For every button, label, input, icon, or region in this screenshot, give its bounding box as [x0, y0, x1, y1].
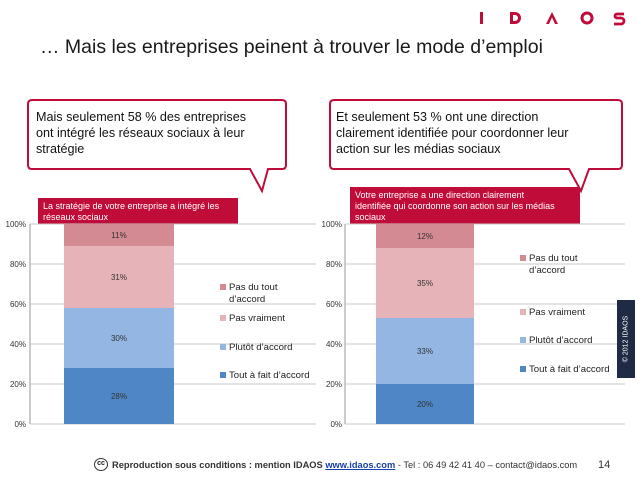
data-label: 12%	[417, 232, 433, 241]
data-label: 31%	[111, 273, 127, 282]
legend-label: Pas du tout	[229, 282, 278, 293]
logo-letter-a	[546, 12, 558, 24]
legend-label: d’accord	[229, 294, 265, 305]
legend-label: Plutôt d’accord	[529, 335, 592, 346]
data-label: 28%	[111, 392, 127, 401]
page-title: … Mais les entreprises peinent à trouver…	[40, 36, 543, 58]
y-tick-label: 0%	[14, 420, 26, 429]
page-number: 14	[598, 459, 611, 471]
logo-letter-d	[510, 12, 521, 24]
bubble-left-line: ont intégré les réseaux sociaux à leur	[36, 126, 245, 140]
idaos-logo	[480, 11, 626, 26]
question-right-line: identifiée qui coordonne son action sur …	[355, 201, 555, 211]
bubble-left-line: Mais seulement 58 % des entreprises	[36, 110, 246, 124]
speech-bubble-right	[329, 99, 623, 194]
question-left-line: réseaux sociaux	[43, 212, 109, 222]
side-copyright-badge: © 2012 IDAOS	[617, 300, 635, 378]
data-label: 11%	[111, 231, 126, 240]
legend-label: d’accord	[529, 265, 565, 276]
data-label: 20%	[417, 400, 433, 409]
bar-segment	[376, 384, 474, 424]
y-tick-label: 100%	[322, 220, 342, 229]
legend-swatch	[520, 337, 526, 343]
side-copyright-text: © 2012 IDAOS	[622, 315, 630, 363]
question-label-left: La stratégie de votre entreprise a intég…	[38, 198, 238, 224]
legend-label: Tout à fait d’accord	[229, 370, 310, 381]
legend-label: Plutôt d’accord	[229, 342, 292, 353]
legend-swatch	[520, 255, 526, 261]
data-label: 30%	[111, 334, 127, 343]
y-tick-label: 60%	[10, 300, 26, 309]
bar-segment	[64, 368, 174, 424]
bar-segment	[376, 248, 474, 318]
y-tick-label: 40%	[10, 340, 26, 349]
question-left-line: La stratégie de votre entreprise a intég…	[43, 201, 220, 211]
footer-website-link[interactable]: www.idaos.com	[325, 460, 396, 470]
y-tick-label: 100%	[6, 220, 26, 229]
logo-letter-o	[580, 11, 594, 25]
legend-label: Pas vraiment	[529, 307, 585, 318]
bubble-right-line: action sur les médias sociaux	[336, 142, 501, 156]
y-tick-label: 80%	[326, 260, 342, 269]
legend-swatch	[220, 372, 226, 378]
footer-text: Reproduction sous conditions : mention I…	[112, 460, 577, 470]
bar-segment	[376, 224, 474, 248]
y-tick-label: 80%	[10, 260, 26, 269]
question-right-line: Votre entreprise a une direction clairem…	[355, 190, 525, 200]
legend-swatch	[220, 284, 226, 290]
bubble-left-line: stratégie	[36, 142, 85, 156]
legend-swatch	[520, 366, 526, 372]
creative-commons-icon: cc	[94, 458, 108, 471]
y-tick-label: 40%	[326, 340, 342, 349]
bar-segment	[64, 308, 174, 368]
y-tick-label: 20%	[326, 380, 342, 389]
y-tick-label: 60%	[326, 300, 342, 309]
legend-label: Pas vraiment	[229, 313, 285, 324]
bubble-right-line: clairement identifiée pour coordonner le…	[336, 126, 569, 140]
bubble-right-line: Et seulement 53 % ont une direction	[336, 110, 539, 124]
footer-contact: - Tel : 06 49 42 41 40 – contact@idaos.c…	[395, 460, 578, 470]
data-label: 33%	[417, 347, 433, 356]
data-label: 35%	[417, 279, 433, 288]
question-right-line: sociaux	[355, 212, 386, 222]
speech-bubble-left	[27, 99, 287, 194]
legend-label: Tout à fait d’accord	[529, 364, 610, 375]
legend-label: Pas du tout	[529, 253, 578, 264]
bubbles-layer	[27, 99, 623, 194]
logo-letter-i	[480, 12, 483, 24]
question-label-right: Votre entreprise a une direction clairem…	[350, 187, 580, 224]
bar-segment	[64, 224, 174, 246]
bubble-right-text: Et seulement 53 % ont une direction clai…	[336, 109, 568, 157]
y-tick-label: 0%	[330, 420, 342, 429]
footer-reproduction: Reproduction sous conditions : mention I…	[112, 460, 323, 470]
legend-swatch	[520, 309, 526, 315]
legend-swatch	[220, 315, 226, 321]
logo-letter-s	[613, 12, 626, 26]
bubble-left-text: Mais seulement 58 % des entreprises ont …	[36, 109, 246, 157]
bar-segment	[376, 318, 474, 384]
bar-segment	[64, 246, 174, 308]
y-tick-label: 20%	[10, 380, 26, 389]
legend-swatch	[220, 344, 226, 350]
